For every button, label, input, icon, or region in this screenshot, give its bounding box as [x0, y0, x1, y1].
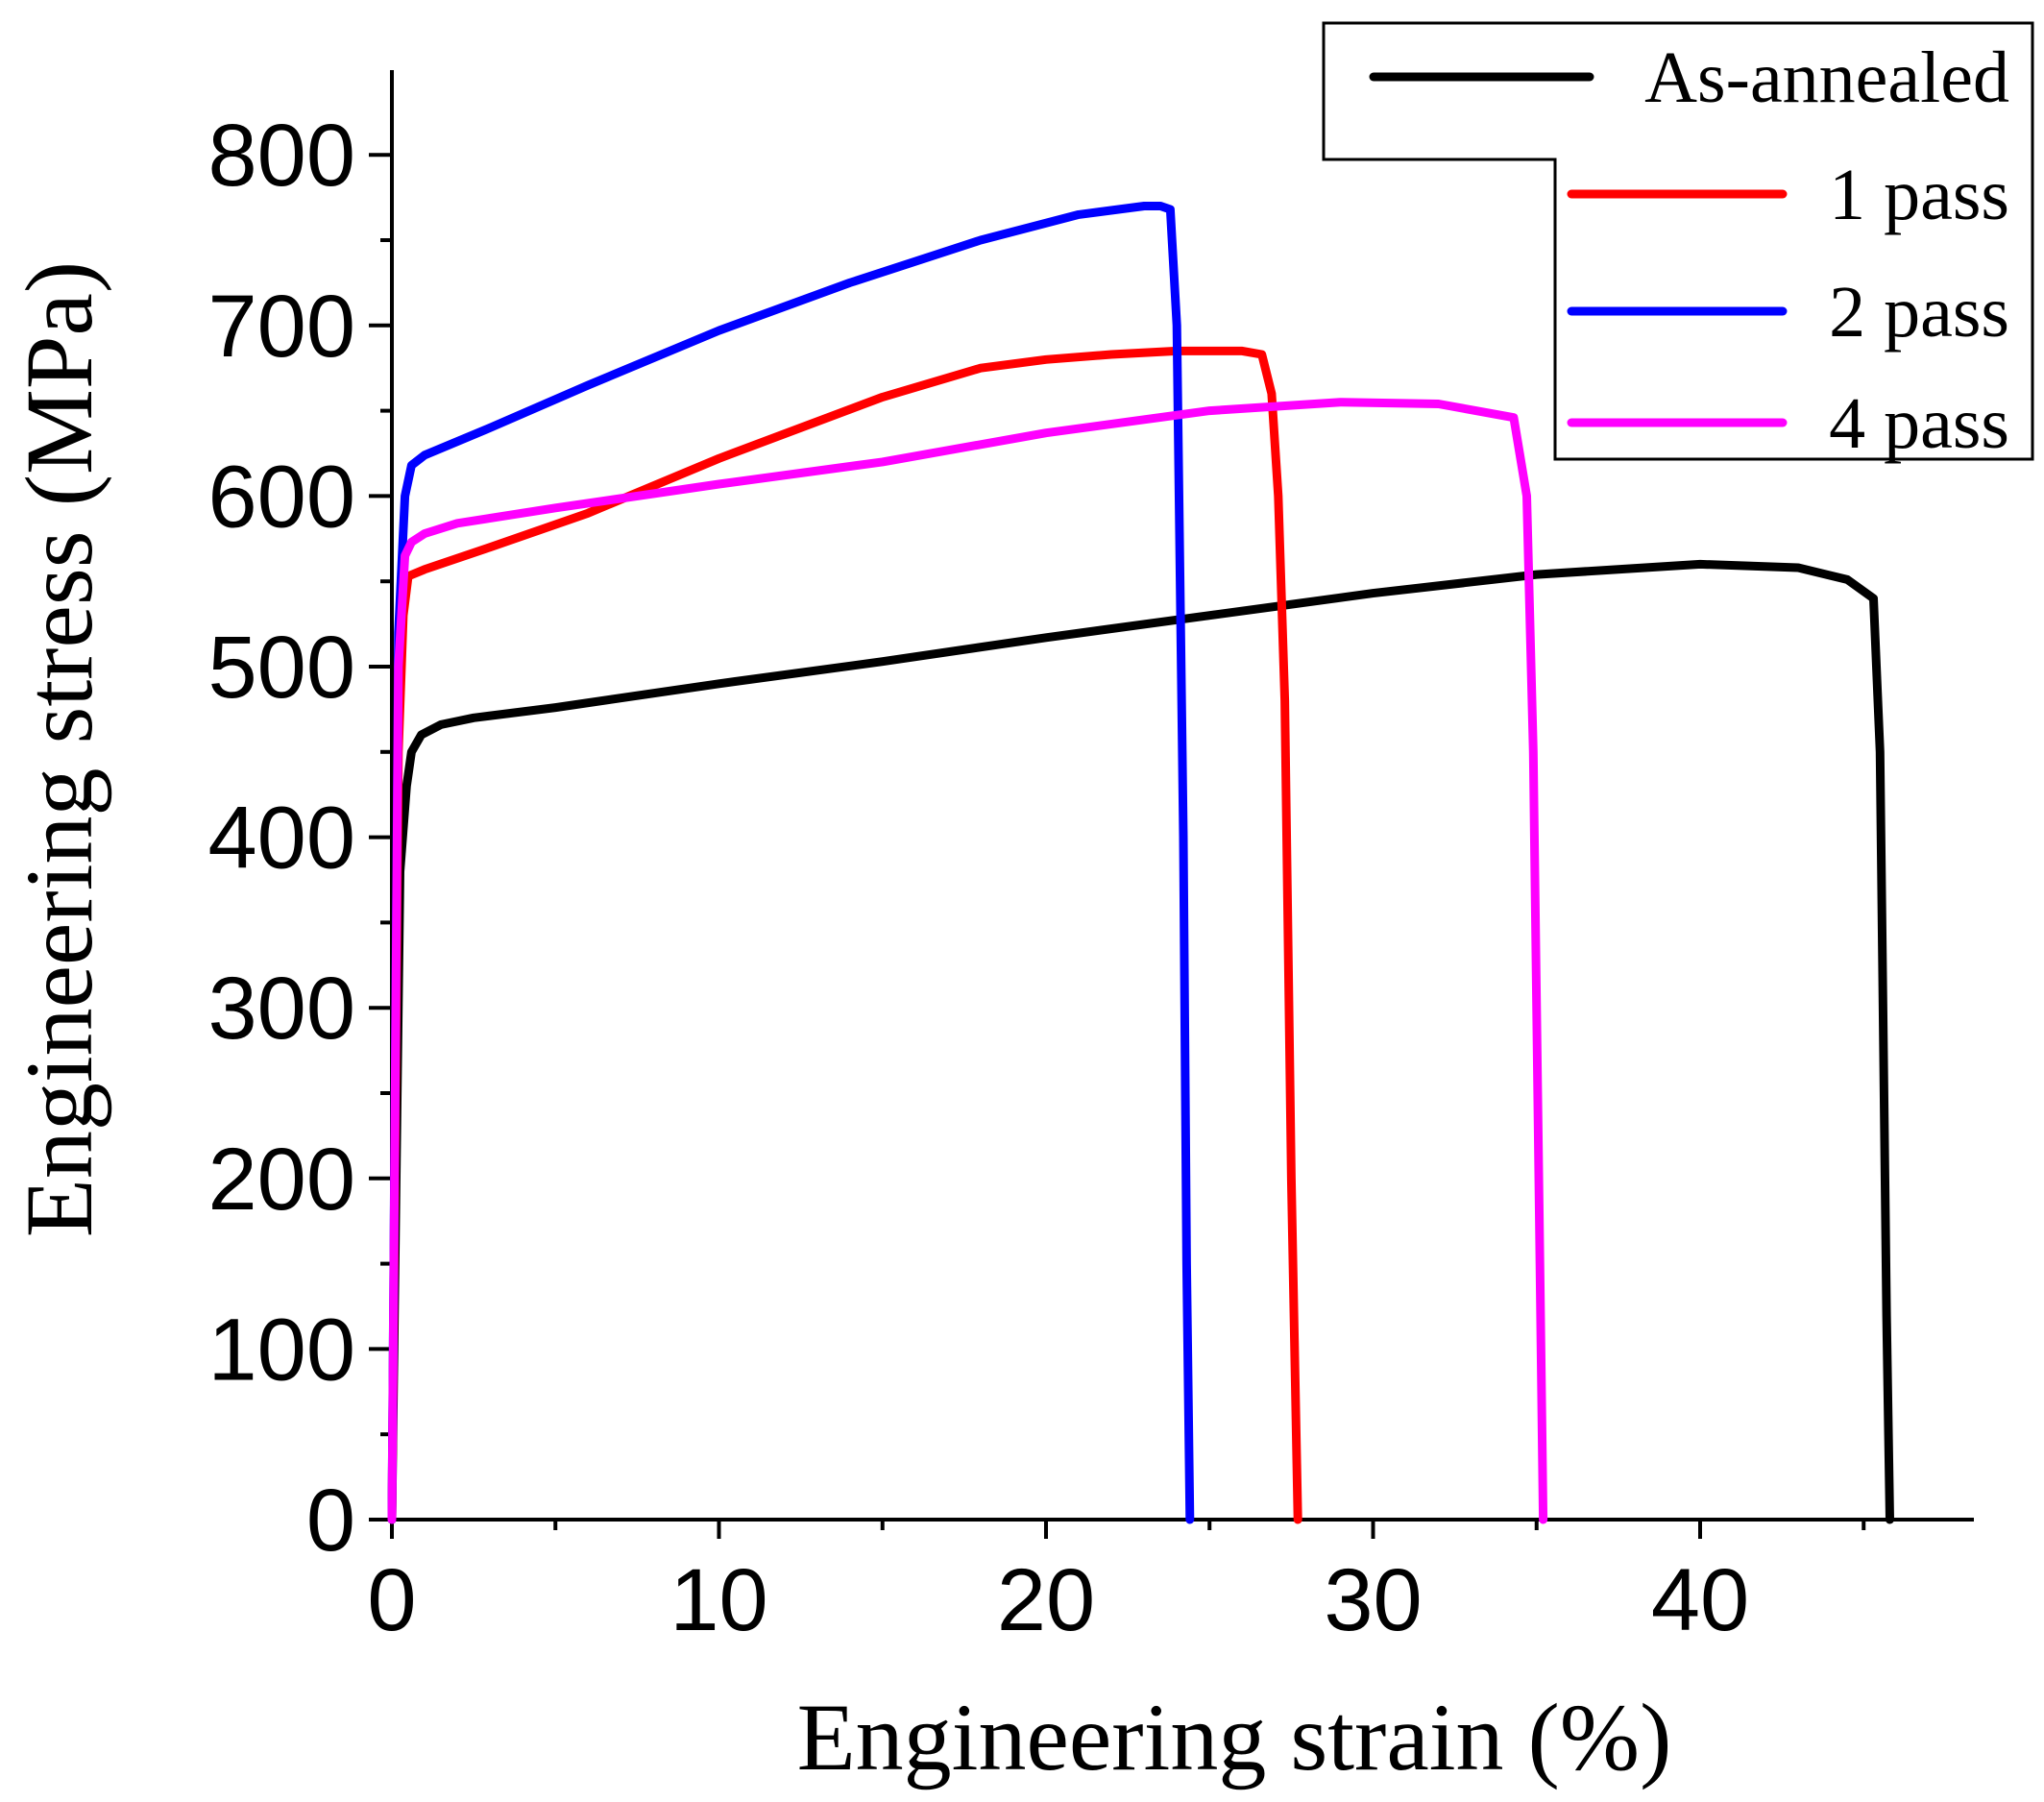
y-tick-label: 300 — [208, 960, 356, 1058]
x-tick-label: 0 — [367, 1551, 416, 1649]
x-axis-title: Engineering strain (%) — [797, 1684, 1672, 1790]
series-line-1-pass — [387, 346, 1302, 1524]
y-tick-label: 0 — [306, 1472, 355, 1570]
x-tick-label: 30 — [1324, 1551, 1422, 1649]
y-tick-label: 600 — [208, 448, 356, 546]
series-line-2-pass — [387, 202, 1195, 1524]
legend-label-1-pass: 1 pass — [1829, 155, 2009, 235]
y-tick-label: 400 — [208, 790, 356, 888]
y-tick-label: 800 — [208, 107, 356, 205]
y-tick-label: 700 — [208, 278, 356, 376]
x-tick-label: 10 — [669, 1551, 767, 1649]
x-tick-label: 40 — [1651, 1551, 1749, 1649]
legend-label-as-annealed: As-annealed — [1644, 37, 2009, 118]
series-line-4-pass — [387, 398, 1548, 1524]
y-tick-label: 200 — [208, 1131, 356, 1229]
x-tick-label: 20 — [997, 1551, 1095, 1649]
y-tick-label: 500 — [208, 619, 356, 717]
legend: As-annealed 1 pass 2 pass 4 pass — [1322, 21, 2034, 464]
legend-label-4-pass: 4 pass — [1829, 383, 2009, 464]
y-axis-title: Engineering stress (MPa) — [6, 261, 112, 1237]
legend-label-2-pass: 2 pass — [1829, 272, 2009, 353]
series-layer — [387, 202, 1894, 1524]
legend-box — [1322, 21, 2034, 461]
series-line-as-annealed — [387, 559, 1894, 1524]
y-tick-label: 100 — [208, 1301, 356, 1399]
